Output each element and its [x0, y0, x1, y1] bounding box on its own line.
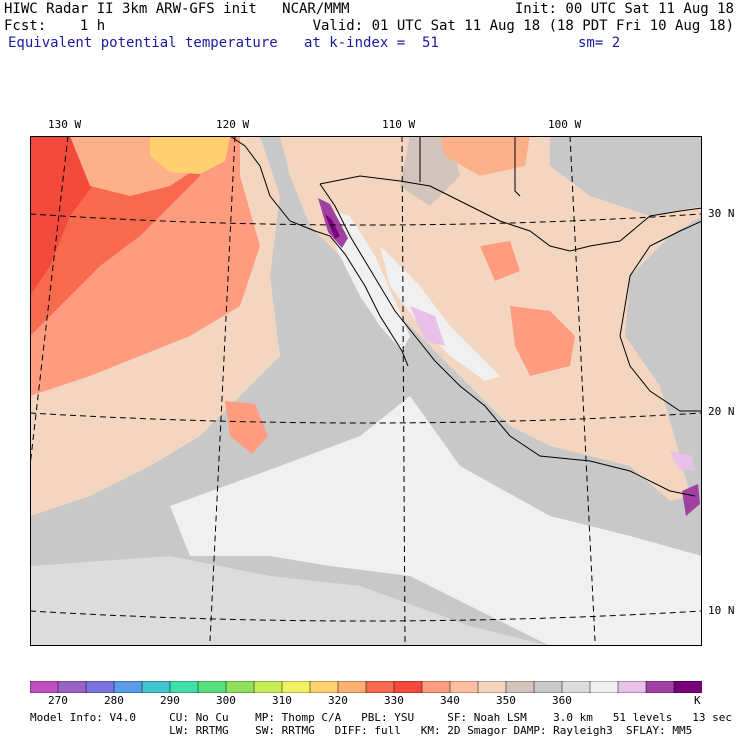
meridian-120w [209, 136, 236, 642]
lightgray-region-south [30, 556, 550, 646]
colorbar-swatch [561, 681, 591, 693]
lat-label-30n: 30 N [708, 207, 735, 220]
coastline-pacific-mexico [319, 183, 696, 497]
white-region-south [170, 396, 702, 646]
colorbar-swatch [253, 681, 283, 693]
colorbar-swatch [309, 681, 339, 693]
state-borders [419, 136, 521, 197]
map-frame [30, 136, 702, 646]
meridian-110w [401, 136, 406, 646]
purple-chiapas [682, 484, 700, 516]
land-mexico-us [280, 136, 702, 501]
colorbar-swatch [589, 681, 619, 693]
colorbar-swatch [533, 681, 563, 693]
land-gray-patch-2 [550, 136, 702, 216]
colorbar-swatch [421, 681, 451, 693]
lavender-highland [410, 306, 445, 346]
colorbar-tick-label: 340 [440, 694, 460, 707]
init-time: Init: 00 UTC Sat 11 Aug 18 [514, 1, 734, 17]
colorbar [30, 681, 702, 693]
colorbar-tick-label: 270 [48, 694, 68, 707]
meridian-130w [30, 136, 69, 467]
colorbar-swatch [477, 681, 507, 693]
coastline-baja-west [229, 136, 409, 367]
field-name: Equivalent potential temperature [8, 35, 278, 51]
lon-label-130w: 130 W [48, 118, 82, 131]
lon-label-110w: 110 W [382, 118, 416, 131]
colorbar-swatch [281, 681, 311, 693]
colorbar-tick-label: 320 [328, 694, 348, 707]
lavender-guatemala [670, 451, 695, 471]
yellow-region-north [150, 136, 230, 174]
land-salmon-patch [440, 136, 530, 176]
colorbar-swatch [85, 681, 115, 693]
colorbar-swatch [337, 681, 367, 693]
colorbar-swatch [365, 681, 395, 693]
valid-time: Valid: 01 UTC Sat 11 Aug 18 (18 PDT Fri … [312, 18, 734, 34]
meridian-100w [569, 136, 596, 642]
colorbar-swatch [449, 681, 479, 693]
colorbar-swatch [57, 681, 87, 693]
salmon-patch-north [480, 241, 520, 281]
colorbar-swatch [225, 681, 255, 693]
parallel-20n [30, 412, 702, 424]
colorbar-swatch [141, 681, 171, 693]
colorbar-swatch [30, 681, 59, 693]
lon-label-120w: 120 W [216, 118, 250, 131]
smoothing: sm= 2 [578, 35, 621, 51]
colorbar-swatch [393, 681, 423, 693]
salmon-patch-plateau [510, 306, 575, 376]
colorbar-swatch [113, 681, 143, 693]
border-us-mexico [319, 175, 702, 252]
colorbar-swatch [673, 681, 702, 693]
dark-purple-gulf [325, 214, 340, 239]
colorbar-tick-label: 280 [104, 694, 124, 707]
salmon-tongue [225, 401, 268, 454]
k-index: at k-index = 51 [304, 35, 439, 51]
colorbar-tick-label: 290 [160, 694, 180, 707]
colorbar-tick-label: 350 [496, 694, 516, 707]
colorbar-tick-label: 300 [216, 694, 236, 707]
sierra-madre-white [380, 246, 500, 381]
forecast-hour: Fcst: 1 h [4, 18, 106, 34]
coastline-gulf-mexico [619, 220, 702, 412]
theta-e-map [30, 136, 702, 646]
colorbar-swatch [645, 681, 675, 693]
colorbar-swatch [169, 681, 199, 693]
model-info-line1: Model Info: V4.0 CU: No Cu MP: Thomp C/A… [30, 711, 732, 724]
graticule [30, 136, 702, 646]
parallel-10n [30, 610, 702, 622]
colorbar-tick-label: 310 [272, 694, 292, 707]
colorbar-tick-label: K [694, 694, 701, 707]
lat-label-20n: 20 N [708, 405, 735, 418]
parallel-30n [30, 213, 702, 226]
colorbar-tick-label: 330 [384, 694, 404, 707]
colorbar-swatch [197, 681, 227, 693]
lon-label-100w: 100 W [548, 118, 582, 131]
lat-label-10n: 10 N [708, 604, 735, 617]
colorbar-tick-label: 360 [552, 694, 572, 707]
colorbar-swatch [617, 681, 647, 693]
model-info-line2: LW: RRTMG SW: RRTMG DIFF: full KM: 2D Sm… [30, 724, 693, 737]
model-title: HIWC Radar II 3km ARW-GFS init NCAR/MMM [4, 1, 350, 17]
colorbar-swatch [505, 681, 535, 693]
